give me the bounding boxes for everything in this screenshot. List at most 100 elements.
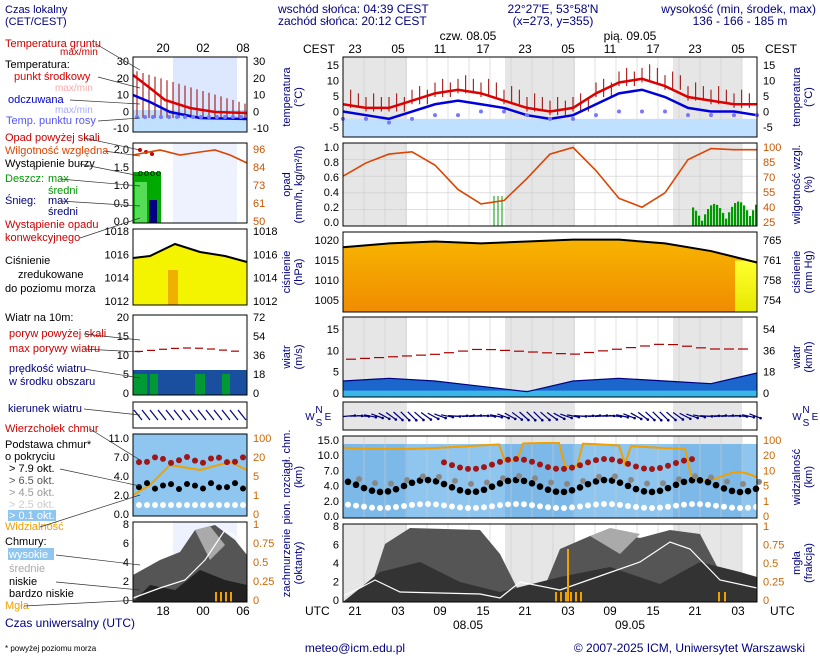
- pressure-panel-ytick-left: 1015: [315, 255, 339, 267]
- cloudbase-dot-01: [449, 503, 455, 510]
- top-time-ticks: 23 05 11 17 23 05 11 17 23 05: [348, 42, 745, 56]
- legend-connector: [83, 408, 141, 416]
- precip-bar: [719, 208, 722, 226]
- clouds-panel-label-right-2: (frakcja): [803, 543, 815, 583]
- day1-label: czw. 08.05: [440, 29, 497, 43]
- cloudbase-dot-79: [480, 486, 488, 494]
- cloudbase-dot-65: [692, 473, 698, 480]
- mini-dot-79: [240, 485, 246, 492]
- wind-arrow-head: [548, 418, 551, 422]
- dewpoint-point: [617, 109, 621, 114]
- wind-arrow: [652, 411, 662, 421]
- mini-dot-top: [144, 458, 150, 465]
- temp-panel-label-right-1: temperatura: [791, 66, 803, 126]
- mini-clouds-low: [133, 570, 247, 602]
- legend-wind-direction: kierunek wiatru: [8, 403, 82, 415]
- mini-cloudbase-ytick-left: 2.0: [114, 490, 129, 502]
- cloudbase-dot-top: [625, 460, 631, 467]
- mini-dot-79: [200, 485, 206, 492]
- footer-email[interactable]: meteo@icm.edu.pl: [305, 641, 405, 655]
- mini-cloudbase-ytick-left: 7.0: [114, 452, 129, 464]
- precip-bar: [728, 212, 731, 226]
- visibility-line: [342, 442, 758, 481]
- precip-panel-night-1: [505, 143, 575, 226]
- legend-felt: odczuwana: [8, 94, 65, 106]
- legend-temp-mid: punkt środkowy: [14, 71, 91, 83]
- clouds-panel-ytick-right: 0.75: [763, 540, 784, 552]
- bottom-tick: 21: [348, 604, 362, 618]
- wind-arrow: [540, 411, 550, 421]
- legend-cloud-top: Wierzchołek chmur: [5, 423, 99, 435]
- pressure-panel-ytick-right: 758: [763, 275, 781, 287]
- mini-dew-point: [143, 115, 147, 119]
- clouds-mid-area: [590, 528, 640, 554]
- pressure-panel-ytick-left: 1010: [315, 275, 339, 287]
- precip-bar: [743, 205, 746, 226]
- clouds-panel-border: [342, 523, 758, 603]
- cloudbase-panel-label-left-2: (km): [293, 466, 305, 488]
- legend-ground-temp: Temperatura gruntu: [5, 38, 101, 50]
- wind-arrow: [526, 411, 536, 421]
- precip-panel-border: [342, 142, 758, 227]
- cloudbase-panel-ytick-right: 10: [763, 465, 775, 477]
- mini-wind-arrow: [157, 409, 167, 421]
- cloudbase-dot-79: [712, 481, 720, 489]
- wind-arrow-head: [555, 418, 559, 421]
- wind-arrow: [427, 412, 439, 420]
- cloudbase-dot-79: [552, 488, 560, 495]
- mini-precip-border: [132, 142, 248, 224]
- cloudbase-panel-label-right-1: widzialność: [791, 448, 803, 506]
- cloudbase-dot-79: [464, 488, 472, 496]
- cloudbase-dot-79: [496, 480, 504, 487]
- cloudbase-dot-01: [713, 502, 719, 509]
- bottom-tz-right: UTC: [770, 604, 795, 618]
- cloudbase-dot-79: [656, 487, 664, 495]
- cloudbase-dot-79: [344, 478, 352, 486]
- mini-temp-ytick-right: 20: [253, 73, 265, 85]
- cloudbase-dot-top: [449, 462, 455, 469]
- legend-clouds-vlow: bardzo niskie: [9, 588, 74, 600]
- mini-dot-79: [176, 485, 182, 492]
- temp-panel-ytick-right: 0: [763, 107, 769, 119]
- legend-connector: [79, 217, 141, 239]
- legend-speed2: w środku obszaru: [8, 376, 95, 388]
- pressure-panel-label-left-1: ciśnienie: [281, 251, 293, 294]
- legend-connector: [23, 599, 141, 607]
- cloudbase-dot-top: [673, 460, 679, 467]
- legend-pressure-3: do poziomu morza: [5, 283, 96, 295]
- mini-clouds-line: [132, 529, 248, 599]
- cloudbase-panel-ytick-left: 4.0: [324, 481, 339, 493]
- mini-dot-79: [208, 480, 214, 487]
- cloudbase-dot-65: [388, 480, 394, 487]
- cloudbase-dot-79: [680, 478, 688, 486]
- mini-dot-79: [144, 480, 150, 487]
- elevation-title: wysokość (min, środek, max): [660, 2, 816, 16]
- legend-clouds-mid: średnie: [9, 563, 45, 575]
- precip-panel-ytick-left: 0.2: [324, 202, 339, 214]
- cloudbase-dot-top: [441, 459, 447, 466]
- dewpoint-point: [686, 113, 690, 118]
- cloudbase-dot-65: [420, 473, 426, 480]
- legend-humidity: Wilgotność względna: [5, 145, 109, 157]
- mini-dot-top: [184, 454, 190, 461]
- mini-pressure-line: [132, 242, 248, 263]
- wind-arrow: [742, 414, 754, 418]
- mini-precip-ytick-right: 61: [253, 198, 265, 210]
- cloudbase-panel-ytick-right: 100: [763, 435, 781, 447]
- mini-pressure-border: [132, 228, 248, 306]
- cloudbase-dot-01: [441, 502, 447, 509]
- cloudbase-dot-79: [752, 485, 760, 493]
- wind-arrow: [666, 411, 676, 421]
- cloudbase-dot-65: [676, 476, 682, 483]
- dewpoint-point: [594, 113, 598, 118]
- legend-time-local-sub: (CET/CEST): [5, 16, 67, 28]
- mini-precip-ytick-left: 1.5: [114, 162, 129, 174]
- wind-arrow-head: [429, 418, 433, 421]
- mini-dot-01: [232, 502, 238, 508]
- cloudbase-dot-79: [440, 480, 448, 488]
- dewpoint-point: [663, 109, 667, 114]
- legend-time-local: Czas lokalny: [5, 4, 68, 16]
- top-tz-left: CEST: [303, 42, 336, 56]
- cloudbase-panel-ytick-left: 15.0: [318, 435, 339, 447]
